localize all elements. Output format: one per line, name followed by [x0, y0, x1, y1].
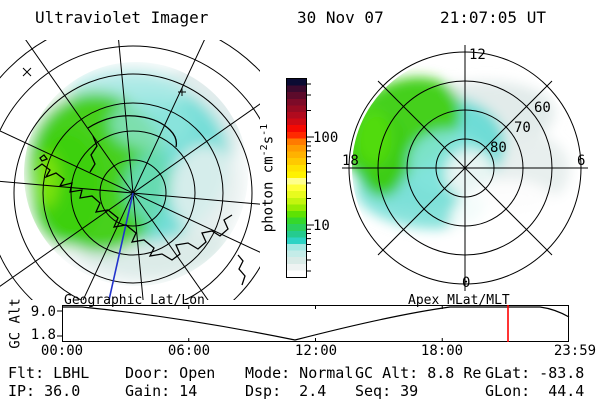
status-gain: Gain: 14 [125, 382, 198, 400]
grid-cross-mark [22, 67, 32, 77]
title-date: 30 Nov 07 [297, 8, 384, 27]
colorbar-label-text: photon cm [260, 156, 277, 233]
status-glon: GLon: 44.4 [485, 382, 585, 400]
status-ip: IP: 36.0 [8, 382, 81, 400]
colorbar-label-sup1: -1 [259, 123, 270, 136]
status-gcalt: GC Alt: 8.8 Re [355, 364, 482, 382]
page-title: Ultraviolet Imager [35, 8, 209, 27]
status-seq: Seq: 39 [355, 382, 419, 400]
coastline [33, 115, 246, 286]
panel-label-apex: Apex MLat/MLT [408, 293, 510, 308]
prime-meridian-line [108, 192, 134, 300]
mlt-label-18: 18 [342, 153, 359, 169]
xtick-1200: 12:00 [294, 343, 338, 359]
colorbar-tick-10: 10 [313, 218, 330, 234]
colorbar-label-s: s [260, 135, 277, 145]
gc-alt-axis-label: GC Alt [7, 298, 24, 349]
colorbar-ticks [307, 83, 314, 272]
mlt-label-12: 12 [469, 47, 486, 63]
lat-label-60: 60 [534, 100, 551, 116]
ytick-9-0: 9.0 [30, 304, 56, 320]
colorbar-label: photon cm-2s-1 [259, 103, 277, 253]
altitude-strip [57, 305, 570, 342]
status-dsp: Dsp: 2.4 [245, 382, 327, 400]
mlt-label-6: 6 [577, 153, 585, 169]
lat-label-70: 70 [514, 120, 531, 136]
lat-label-80: 80 [490, 140, 507, 156]
panel-label-geographic: Geographic Lat/Lon [64, 293, 205, 308]
colorbar-label-sup2: -2 [259, 144, 270, 157]
time-axis-ticks [188, 305, 443, 342]
title-time: 21:07:05 UT [440, 8, 546, 27]
xtick-0600: 06:00 [167, 343, 211, 359]
ytick-1-8: 1.8 [30, 327, 56, 343]
status-glat: GLat: -83.8 [485, 364, 585, 382]
altitude-curve [62, 306, 570, 341]
alt-axis-ticks [57, 310, 62, 337]
colorbar-tick-100: 100 [313, 130, 339, 146]
status-flt: Flt: LBHL [8, 364, 90, 382]
xtick-2359: 23:59 [553, 343, 597, 359]
altitude-strip-frame [62, 305, 569, 342]
status-door: Door: Open [125, 364, 216, 382]
xtick-1800: 18:00 [420, 343, 464, 359]
xtick-0000: 00:00 [40, 343, 84, 359]
mlt-panel: 12 18 6 0 60 70 80 [342, 45, 588, 291]
mlt-grid [342, 45, 588, 291]
colorbar-gradient [286, 78, 307, 278]
grid-plus-mark [178, 88, 186, 96]
geo-panel [0, 40, 260, 300]
status-mode: Mode: Normal [245, 364, 354, 382]
mlt-label-0: 0 [462, 275, 470, 291]
